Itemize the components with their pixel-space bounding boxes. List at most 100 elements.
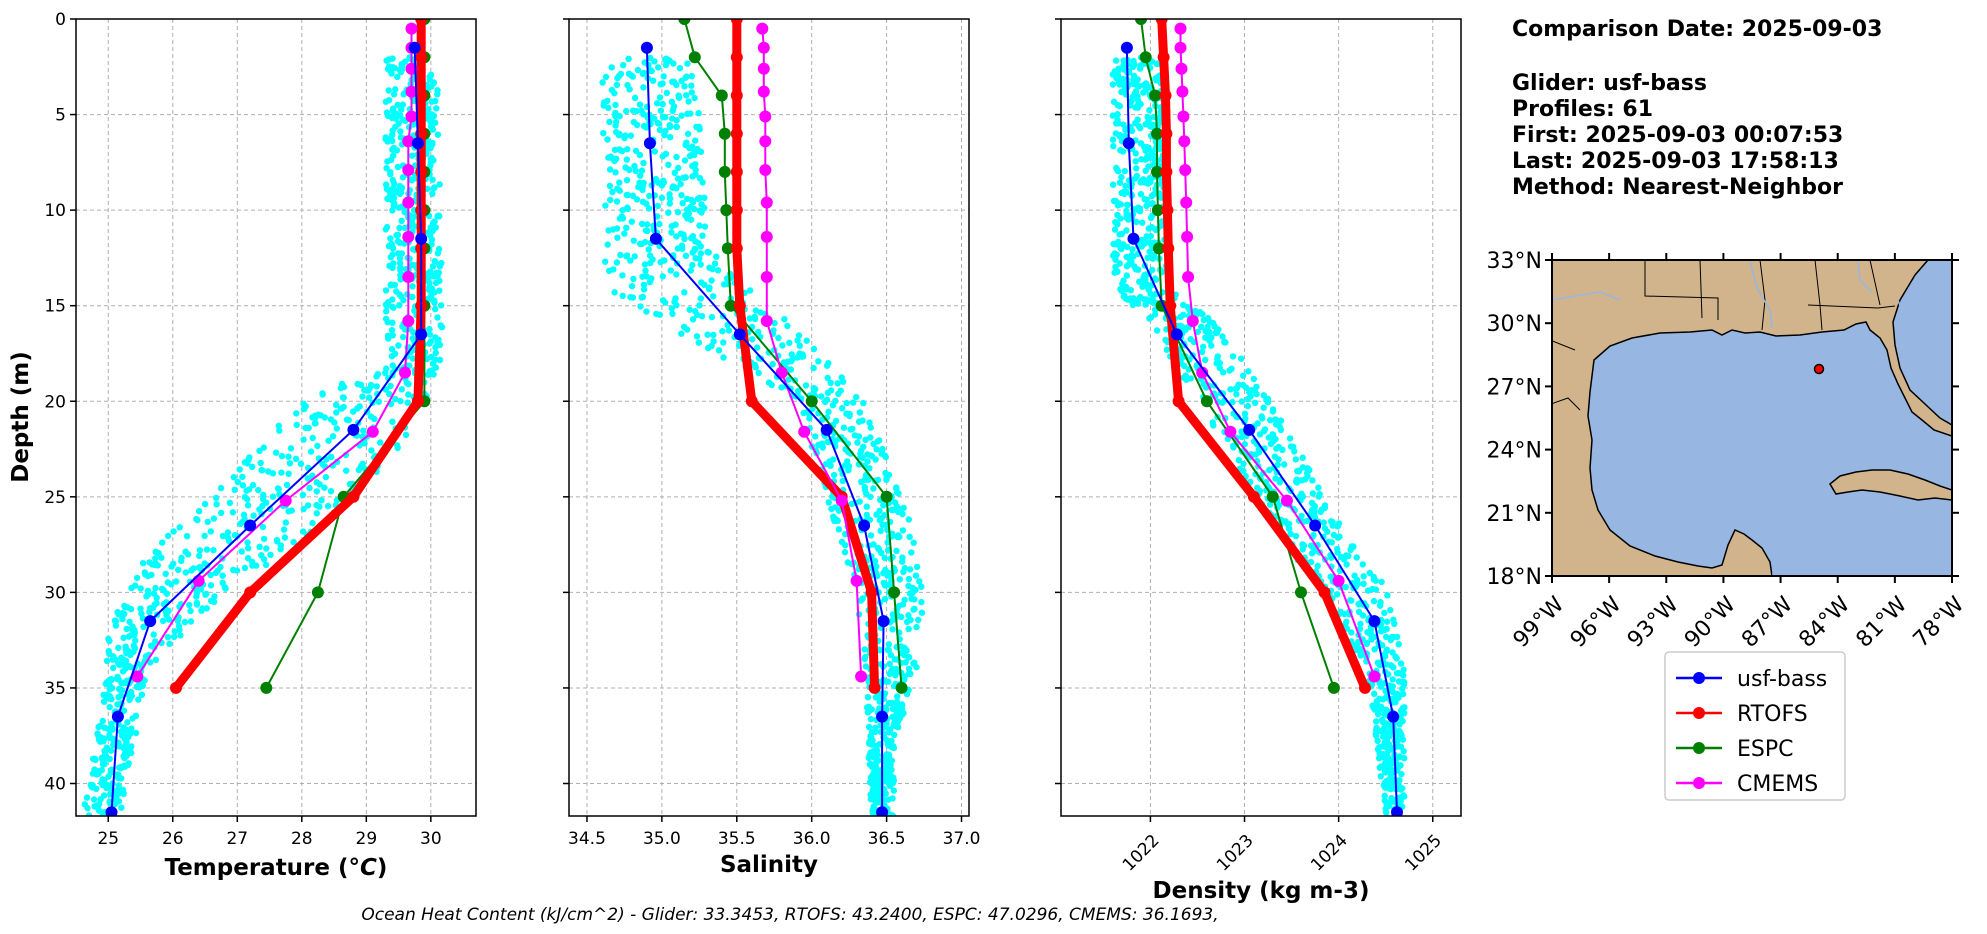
density-scatter-point (1398, 770, 1405, 778)
density-scatter-point (1353, 643, 1360, 650)
temperature-scatter-point (432, 305, 439, 313)
temperature-scatter-point (212, 494, 220, 502)
salinity-scatter-point (684, 326, 691, 333)
salinity-espc-point (718, 165, 731, 178)
density-scatter-point (1123, 214, 1130, 221)
density-scatter-point (1377, 628, 1385, 635)
density-espc-line (1140, 19, 1335, 689)
salinity-scatter-point (656, 126, 664, 134)
temperature-scatter-point (143, 593, 150, 600)
salinity-scatter-point (711, 260, 719, 267)
salinity-cmems-point (759, 164, 772, 176)
density-scatter-point (1130, 253, 1137, 260)
salinity-scatter-point (665, 209, 672, 216)
density-scatter-point (1235, 457, 1243, 464)
density-scatter-point (1145, 114, 1153, 122)
salinity-scatter-point (696, 255, 703, 262)
temperature-scatter-point (118, 654, 125, 661)
salinity-scatter-point (861, 486, 869, 494)
salinity-scatter-point (606, 182, 614, 190)
temperature-scatter-point (240, 511, 248, 518)
temperature-scatter-point (121, 602, 128, 610)
density-scatter-point (1292, 532, 1300, 540)
density-scatter-point (1259, 415, 1266, 422)
temperature-scatter-point (257, 459, 264, 467)
salinity-scatter-point (637, 172, 644, 179)
temperature-scatter-point (244, 555, 252, 562)
density-rtofs-point (1162, 242, 1175, 255)
temperature-cmems-point (192, 574, 205, 587)
temperature-scatter-point (158, 554, 165, 561)
salinity-scatter-point (660, 177, 667, 184)
salinity-cmems-line (761, 28, 863, 677)
last-time: Last: 2025-09-03 17:58:13 (1512, 149, 1839, 174)
salinity-cmems-point (759, 110, 772, 123)
density-scatter-point (1277, 417, 1285, 424)
density-scatter-point (1395, 678, 1403, 685)
salinity-scatter-point (641, 261, 649, 268)
density-scatter-point (1111, 226, 1119, 233)
depth-y-tick-label: 35 (44, 679, 66, 699)
temperature-scatter-point (109, 656, 117, 663)
salinity-scatter-point (673, 81, 680, 89)
temperature-scatter-point (181, 618, 189, 626)
salinity-scatter-point (663, 89, 670, 97)
salinity-scatter-point (885, 471, 893, 479)
density-scatter-point (1116, 179, 1124, 186)
temperature-scatter-point (433, 105, 440, 112)
depth-y-tick-label: 10 (44, 201, 66, 221)
density-scatter-point (1138, 156, 1145, 163)
temperature-scatter-point (410, 246, 417, 253)
salinity-scatter-point (639, 186, 646, 193)
temperature-scatter-point (140, 623, 147, 630)
salinity-scatter-point (795, 332, 803, 339)
temperature-usf-bass-point (415, 232, 428, 245)
salinity-scatter-point (710, 293, 717, 300)
temperature-scatter-point (383, 302, 391, 310)
salinity-scatter-point (918, 609, 926, 616)
salinity-scatter-point (859, 454, 866, 461)
salinity-scatter-point (863, 503, 870, 510)
salinity-scatter-point (908, 595, 915, 602)
temperature-scatter-point (431, 297, 438, 304)
salinity-scatter-point (613, 198, 621, 205)
salinity-scatter-point (825, 408, 832, 415)
temperature-scatter-point (314, 442, 321, 450)
salinity-scatter-point (893, 547, 900, 554)
temperature-cmems-point (402, 315, 415, 327)
temperature-scatter-point (321, 414, 328, 421)
info-block: Comparison Date: 2025-09-03 Glider: usf-… (1512, 17, 1882, 200)
density-scatter-point (1142, 86, 1150, 94)
density-scatter-point (1334, 591, 1341, 598)
salinity-scatter-point (604, 97, 611, 105)
temperature-scatter-point (123, 739, 130, 746)
density-scatter-point (1393, 655, 1400, 662)
temperature-cmems-point (402, 271, 415, 283)
salinity-scatter-point (746, 315, 753, 322)
salinity-scatter-point (898, 649, 905, 657)
density-scatter-point (1401, 793, 1408, 800)
depth-y-tick-label: 15 (44, 297, 66, 317)
density-rtofs-point (1161, 204, 1174, 217)
map-inset: 18°N 21°N 24°N 27°N 30°N 33°N 99°W96°W93°W90°W… (1487, 249, 1970, 653)
salinity-scatter-point (871, 558, 879, 565)
temperature-scatter-point (141, 677, 148, 684)
map-lat-tick-label: 30°N (1487, 312, 1542, 337)
density-scatter-point (1115, 65, 1122, 72)
salinity-scatter-point (599, 79, 606, 86)
temperature-scatter-point (434, 250, 442, 257)
density-scatter-point (1117, 147, 1124, 154)
density-scatter-point (1383, 646, 1391, 653)
salinity-scatter-point (614, 185, 621, 192)
density-scatter-point (1353, 554, 1360, 561)
temperature-scatter-point (428, 241, 435, 248)
temperature-scatter-point (431, 273, 438, 280)
density-scatter-point (1111, 250, 1119, 257)
salinity-scatter-point (803, 337, 810, 344)
temperature-scatter-point (409, 283, 416, 290)
salinity-scatter-point (905, 612, 912, 619)
density-scatter-point (1214, 353, 1222, 360)
temperature-scatter-point (389, 264, 396, 271)
density-scatter-point (1151, 311, 1159, 318)
temperature-scatter-point (92, 756, 99, 763)
